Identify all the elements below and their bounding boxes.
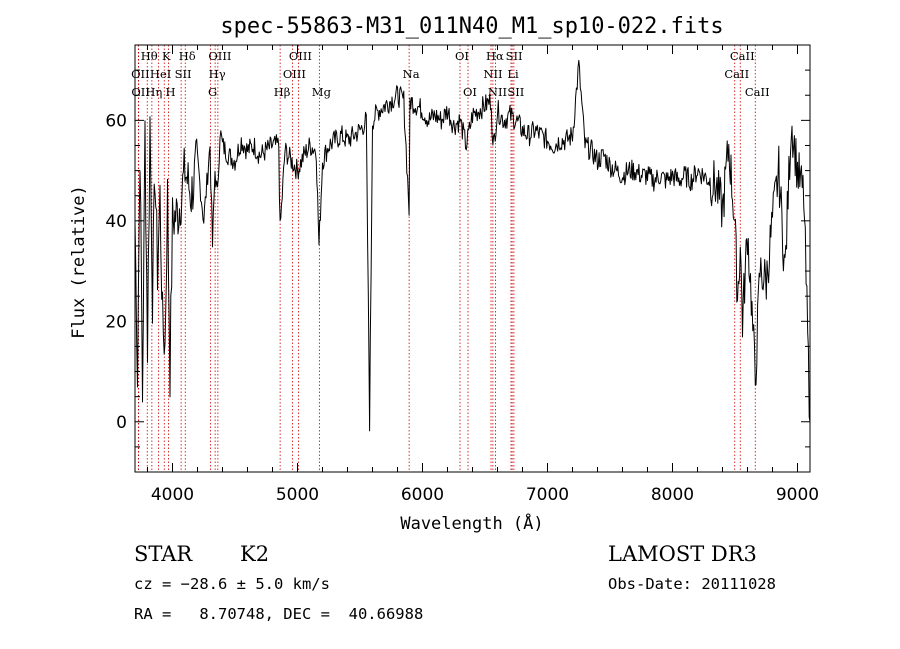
y-tick-label-0: 0 [116, 413, 127, 433]
line-marker-label-0: Hθ [141, 49, 158, 63]
y-tick-label-20: 20 [105, 312, 127, 332]
line-marker-label-27: CaII [745, 85, 770, 99]
line-marker-label-19: Hα [486, 49, 504, 63]
y-tick-label-40: 40 [105, 212, 127, 232]
line-marker-label-20: NII [483, 67, 502, 81]
line-marker-label-5: Hη [145, 85, 162, 99]
y-tick-label-60: 60 [105, 111, 127, 131]
spectrum-layer [134, 59, 811, 432]
line-marker-label-4: HeI [150, 67, 171, 81]
survey-label: LAMOST DR3 [608, 542, 757, 566]
spectrum-line [134, 59, 811, 432]
object-subclass: K2 [240, 542, 269, 566]
chart-title: spec-55863-M31_011N40_M1_sp10-022.fits [220, 14, 723, 39]
line-marker-label-7: SII [175, 67, 192, 81]
line-marker-label-13: OIII [283, 67, 306, 81]
x-tick-label-7000: 7000 [526, 485, 569, 505]
y-axis-label: Flux (relative) [69, 185, 89, 339]
line-marker-label-18: OI [463, 85, 477, 99]
x-axis-label: Wavelength (Å) [400, 512, 543, 534]
line-marker-label-9: OIII [208, 49, 231, 63]
line-marker-label-10: Hγ [209, 67, 226, 81]
line-marker-label-17: OI [455, 49, 469, 63]
line-marker-label-21: NII [488, 85, 507, 99]
plot-frame [134, 44, 811, 473]
line-marker-label-3: K [162, 49, 171, 63]
line-marker-label-26: CaII [724, 67, 749, 81]
obs-date: Obs-Date: 20111028 [608, 575, 776, 593]
coordinates: RA = 8.70748, DEC = 40.66988 [134, 605, 423, 623]
line-marker-label-24: SII [507, 85, 524, 99]
line-marker-label-25: CaII [730, 49, 755, 63]
line-marker-label-22: SII [506, 49, 523, 63]
object-class: STAR [134, 542, 193, 566]
x-tick-labels: 4000 5000 6000 7000 8000 9000 [151, 485, 819, 505]
redshift-cz: cz = −28.6 ± 5.0 km/s [134, 575, 330, 593]
x-tick-label-8000: 8000 [651, 485, 694, 505]
line-marker-label-8: H [165, 85, 175, 99]
line-marker-label-11: G [208, 85, 217, 99]
x-tick-label-5000: 5000 [276, 485, 319, 505]
line-marker-label-23: Li [507, 67, 519, 81]
line-marker-label-12: OIII [289, 49, 312, 63]
line-marker-label-6: Hδ [179, 49, 196, 63]
x-tick-label-9000: 9000 [776, 485, 819, 505]
line-marker-label-16: Na [403, 67, 420, 81]
x-tick-label-6000: 6000 [401, 485, 444, 505]
line-marker-label-14: Hβ [274, 85, 291, 99]
y-tick-labels: 0 20 40 60 [105, 111, 127, 432]
axis-ticks [135, 44, 810, 473]
line-marker-label-15: Mg [312, 85, 332, 99]
line-marker-label-1: OII [131, 67, 150, 81]
x-tick-label-4000: 4000 [151, 485, 194, 505]
